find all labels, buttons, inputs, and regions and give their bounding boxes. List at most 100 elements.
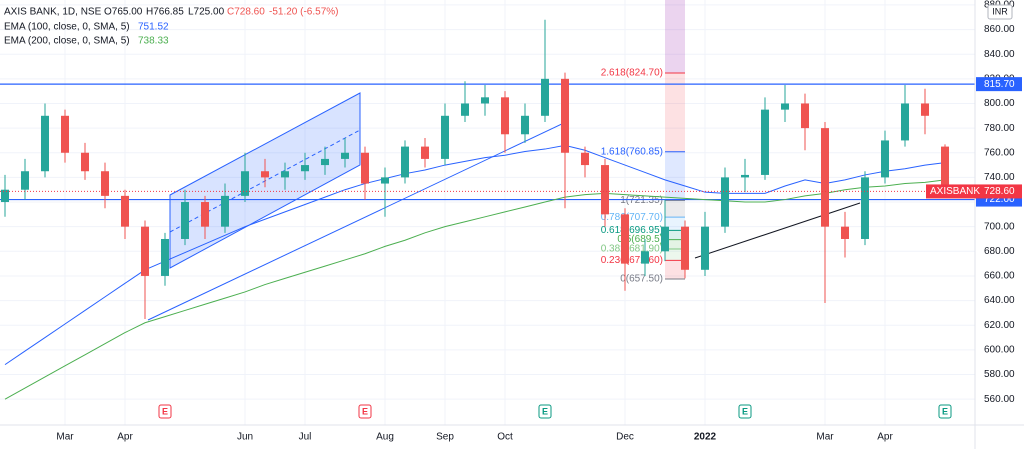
price-tag-label: 815.70 bbox=[984, 79, 1015, 90]
x-tick-label: Apr bbox=[117, 432, 133, 443]
ohlc-high: H766.85 bbox=[146, 7, 184, 18]
fib-label: 0.382(681.90) bbox=[601, 244, 663, 255]
fib-band bbox=[665, 73, 685, 152]
candle-body bbox=[161, 238, 169, 276]
legend-value: 738.33 bbox=[138, 36, 169, 47]
y-tick-label: 620.00 bbox=[984, 320, 1015, 331]
candle-body bbox=[881, 140, 889, 178]
candle-body bbox=[441, 115, 449, 159]
candle-body bbox=[41, 115, 49, 172]
candle-body bbox=[941, 146, 949, 192]
candle-body bbox=[181, 202, 189, 239]
fib-band bbox=[665, 248, 685, 261]
candle-body bbox=[841, 226, 849, 239]
last-price-tag bbox=[926, 184, 1022, 199]
candle-body bbox=[741, 174, 749, 178]
candle-body bbox=[621, 214, 629, 264]
candle-body bbox=[341, 152, 349, 159]
y-tick-label: 840.00 bbox=[984, 49, 1015, 60]
x-tick-label: Jun bbox=[237, 432, 253, 443]
event-label: E bbox=[162, 406, 168, 416]
candle-body bbox=[681, 226, 689, 270]
ema-line bbox=[4, 179, 946, 400]
y-tick-label: 740.00 bbox=[984, 172, 1015, 183]
candle-body bbox=[301, 165, 309, 172]
candle-body bbox=[141, 226, 149, 276]
candle-body bbox=[901, 103, 909, 141]
candle-body bbox=[381, 177, 389, 184]
candle-body bbox=[281, 171, 289, 178]
candle-body bbox=[201, 202, 209, 227]
y-tick-label: 640.00 bbox=[984, 295, 1015, 306]
candle-body bbox=[541, 78, 549, 116]
y-tick-label: 580.00 bbox=[984, 369, 1015, 380]
candle-body bbox=[861, 177, 869, 239]
y-tick-label: 660.00 bbox=[984, 271, 1015, 282]
candle-body bbox=[821, 128, 829, 227]
candle-body bbox=[661, 226, 669, 252]
event-marker[interactable] bbox=[158, 404, 172, 419]
y-tick-label: 800.00 bbox=[984, 98, 1015, 109]
candle-body bbox=[701, 226, 709, 270]
event-label: E bbox=[542, 406, 548, 416]
candle-body bbox=[721, 177, 729, 227]
fib-band bbox=[665, 260, 685, 280]
candle-body bbox=[561, 78, 569, 153]
candle-body bbox=[101, 171, 109, 196]
y-tick-label: 560.00 bbox=[984, 394, 1015, 405]
y-tick-label: 780.00 bbox=[984, 123, 1015, 134]
event-marker[interactable] bbox=[738, 404, 752, 419]
trend-line bbox=[694, 202, 861, 259]
fib-top-band bbox=[665, 0, 685, 74]
fib-band bbox=[665, 239, 685, 249]
fib-label: 0.618(696.95) bbox=[601, 225, 663, 236]
fib-label: 2.618(824.70) bbox=[601, 68, 663, 79]
event-label: E bbox=[942, 406, 948, 416]
candle-body bbox=[601, 165, 609, 215]
symbol: AXIS BANK, 1D, NSE bbox=[4, 7, 102, 18]
x-tick-label: Mar bbox=[816, 432, 834, 443]
x-tick-label: Mar bbox=[56, 432, 74, 443]
fib-band bbox=[665, 200, 685, 218]
fib-band bbox=[665, 217, 685, 231]
fib-label: 1(721.35) bbox=[620, 195, 663, 206]
candle-body bbox=[61, 115, 69, 153]
y-tick-label: 860.00 bbox=[984, 24, 1015, 35]
candle-body bbox=[121, 195, 129, 227]
legend-label: EMA (100, close, 0, SMA, 5) bbox=[4, 22, 130, 33]
candle-body bbox=[761, 109, 769, 175]
fib-label: 0.236(672.60) bbox=[601, 255, 663, 266]
candle-body bbox=[81, 152, 89, 172]
candle-body bbox=[1, 189, 9, 203]
ohlc-low: L725.00 bbox=[188, 7, 225, 18]
candle-body bbox=[21, 171, 29, 190]
currency-box[interactable] bbox=[987, 4, 1013, 20]
y-tick-label: 680.00 bbox=[984, 246, 1015, 257]
ohlc-close: C728.60 bbox=[227, 7, 265, 18]
currency: INR bbox=[992, 6, 1008, 16]
candle-body bbox=[261, 171, 269, 178]
fib-label: 0.5(689.5) bbox=[617, 234, 663, 245]
candle-body bbox=[241, 171, 249, 196]
event-marker[interactable] bbox=[538, 404, 552, 419]
x-tick-label: Oct bbox=[497, 432, 513, 443]
x-tick-label: Aug bbox=[376, 432, 394, 443]
candle-body bbox=[421, 146, 429, 159]
last-price-label: 728.60 bbox=[984, 186, 1015, 197]
x-tick-label: Jul bbox=[299, 432, 312, 443]
candle-body bbox=[361, 152, 369, 184]
candle-body bbox=[401, 146, 409, 178]
legend-label: EMA (200, close, 0, SMA, 5) bbox=[4, 36, 130, 47]
event-marker[interactable] bbox=[358, 404, 372, 419]
y-tick-label: 760.00 bbox=[984, 147, 1015, 158]
candle-body bbox=[501, 97, 509, 135]
fib-label: 0.786(707.70) bbox=[601, 212, 663, 223]
candle-body bbox=[581, 152, 589, 166]
candle-body bbox=[321, 158, 329, 166]
price-tag-label: 722.00 bbox=[984, 194, 1015, 205]
event-marker[interactable] bbox=[938, 404, 952, 419]
candle-body bbox=[641, 251, 649, 264]
ohlc-open: O765.00 bbox=[104, 7, 143, 18]
